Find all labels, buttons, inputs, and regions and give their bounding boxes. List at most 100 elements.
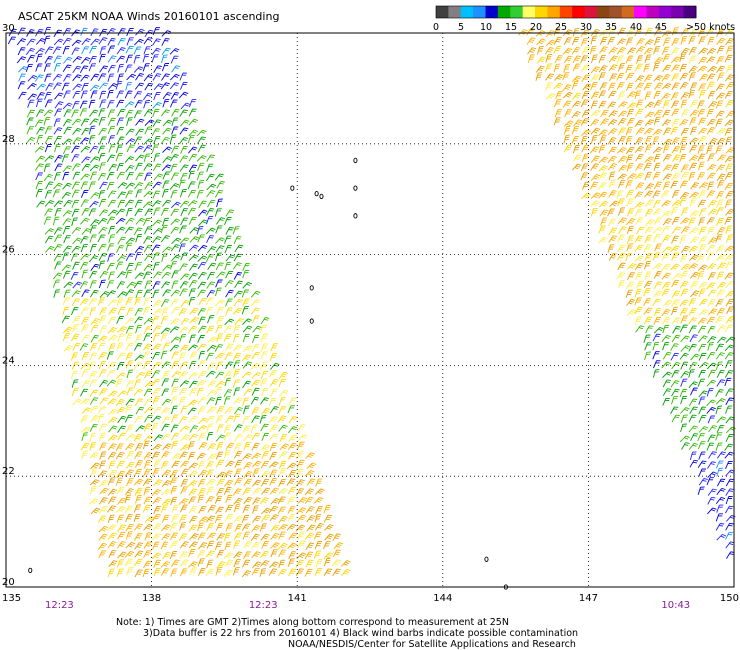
wind-barb xyxy=(634,172,645,180)
wind-barb xyxy=(125,332,133,342)
wind-barb xyxy=(126,37,134,46)
wind-barb xyxy=(189,533,199,540)
wind-barb xyxy=(698,36,706,45)
wind-barb xyxy=(62,171,70,181)
wind-barb xyxy=(680,99,688,109)
wind-barb xyxy=(689,191,699,199)
wind-barb xyxy=(187,135,195,144)
wind-barb xyxy=(161,73,170,81)
wind-barb xyxy=(680,127,689,136)
wind-barb xyxy=(134,443,144,451)
wind-barb xyxy=(196,155,207,162)
wind-barb xyxy=(160,333,168,342)
wind-barb xyxy=(107,361,117,369)
wind-barb xyxy=(716,425,725,433)
wind-barb xyxy=(71,47,80,56)
wind-barb xyxy=(679,280,689,289)
wind-barb xyxy=(607,163,618,171)
wind-barb xyxy=(62,218,72,226)
wind-barb xyxy=(278,371,288,379)
wind-barb xyxy=(698,361,709,369)
wind-barb xyxy=(617,110,628,118)
wind-barb xyxy=(106,290,117,298)
wind-barb xyxy=(196,129,207,137)
wind-barb xyxy=(261,507,271,515)
wind-barb xyxy=(80,398,91,405)
wind-barb xyxy=(125,360,134,369)
latitude-tick-label: 22 xyxy=(2,466,15,477)
wind-barb xyxy=(53,55,62,64)
wind-barb xyxy=(653,326,664,334)
wind-barb xyxy=(706,442,715,451)
wind-barb xyxy=(161,451,170,459)
wind-barb xyxy=(17,81,26,90)
wind-barb xyxy=(680,109,689,118)
wind-barb xyxy=(80,236,89,244)
wind-barb xyxy=(89,271,98,279)
wind-barb xyxy=(672,273,682,280)
wind-barb xyxy=(89,243,97,253)
wind-barb xyxy=(215,189,224,198)
wind-barb xyxy=(116,486,125,495)
wind-barb xyxy=(44,73,52,82)
wind-barb xyxy=(63,126,72,135)
wind-barb xyxy=(99,46,107,55)
wind-barb xyxy=(215,415,224,424)
wind-barb xyxy=(717,478,726,487)
wind-barb xyxy=(278,487,288,495)
wind-barb xyxy=(707,351,716,360)
wind-barb xyxy=(341,569,351,577)
wind-barb xyxy=(224,280,234,288)
wind-barb xyxy=(707,289,717,297)
wind-barb xyxy=(81,289,90,298)
wind-barb xyxy=(80,217,90,225)
wind-barb xyxy=(288,568,297,577)
wind-barb xyxy=(689,236,699,244)
wind-barb xyxy=(643,316,653,325)
lat-lon-grid xyxy=(6,33,734,587)
wind-barb xyxy=(295,559,304,568)
wind-barb xyxy=(698,56,708,65)
wind-barb xyxy=(125,138,136,145)
wind-barb xyxy=(61,82,70,91)
wind-barb xyxy=(81,426,91,433)
wind-barb xyxy=(107,316,117,325)
wind-barb xyxy=(688,369,695,378)
wind-barb xyxy=(608,227,618,235)
wind-barb xyxy=(134,415,143,424)
wind-barb xyxy=(590,207,598,217)
wind-barb xyxy=(90,324,99,333)
wind-barb xyxy=(636,38,645,46)
wind-barb xyxy=(53,63,61,72)
wind-barb xyxy=(225,442,235,450)
wind-barb xyxy=(207,315,215,324)
wind-barb xyxy=(27,93,37,101)
wind-barb xyxy=(341,560,351,567)
wind-barb xyxy=(725,28,735,37)
wind-barb xyxy=(198,460,206,469)
wind-barb xyxy=(170,55,179,64)
wind-barb xyxy=(35,98,43,108)
wind-barb xyxy=(716,336,727,344)
wind-barb xyxy=(72,137,82,145)
wind-barb xyxy=(151,316,160,325)
wind-barb xyxy=(107,38,116,46)
wind-barb xyxy=(90,405,99,414)
wind-barb xyxy=(117,199,126,208)
wind-barb xyxy=(106,28,116,36)
wind-barb xyxy=(679,72,689,81)
wind-barb xyxy=(635,99,644,108)
wind-barb xyxy=(115,378,123,388)
wind-barb xyxy=(562,84,572,92)
wind-barb xyxy=(197,532,206,541)
wind-barb xyxy=(224,318,235,326)
wind-barb xyxy=(62,245,73,253)
wind-barb xyxy=(725,514,736,522)
scale-label: 35 xyxy=(605,22,617,33)
wind-barb xyxy=(71,189,80,198)
wind-barb xyxy=(171,306,180,315)
wind-barb xyxy=(215,287,222,297)
wind-barb xyxy=(223,371,233,379)
wind-barb xyxy=(572,154,582,162)
wind-barb xyxy=(214,252,222,262)
